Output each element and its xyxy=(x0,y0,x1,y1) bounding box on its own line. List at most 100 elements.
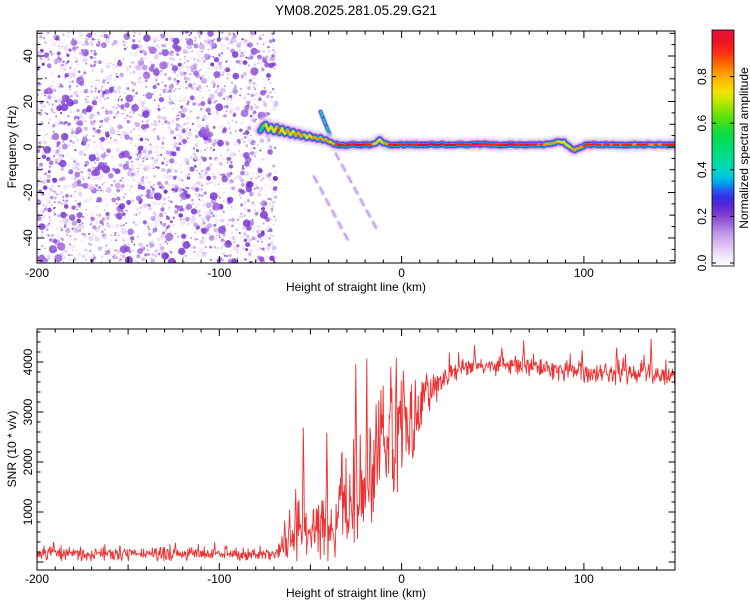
noise-dot xyxy=(49,165,52,168)
noise-dot xyxy=(242,60,248,65)
noise-dot xyxy=(68,258,71,260)
noise-dot xyxy=(218,236,221,239)
noise-dot xyxy=(124,102,130,108)
noise-dot xyxy=(205,182,209,186)
noise-dot xyxy=(234,40,237,43)
noise-dot xyxy=(199,90,201,93)
noise-dot xyxy=(71,140,76,145)
noise-dot xyxy=(48,222,51,225)
noise-dot xyxy=(258,188,263,192)
noise-dot xyxy=(227,147,230,150)
noise-dot xyxy=(169,57,173,60)
noise-blob xyxy=(54,254,63,263)
noise-dot xyxy=(48,218,52,222)
noise-dot xyxy=(88,56,91,59)
noise-dot xyxy=(208,157,210,159)
noise-dot xyxy=(200,188,203,191)
noise-dot xyxy=(252,185,256,189)
noise-dot xyxy=(202,49,205,52)
noise-dot xyxy=(159,243,162,246)
noise-dot xyxy=(141,194,144,197)
noise-dot xyxy=(265,184,267,187)
noise-dot xyxy=(251,236,256,241)
noise-dot xyxy=(133,260,137,263)
noise-dot xyxy=(249,114,253,118)
noise-dot xyxy=(159,186,162,189)
noise-dot xyxy=(120,224,123,227)
noise-dot xyxy=(72,38,74,40)
noise-dot xyxy=(261,187,263,190)
noise-dot xyxy=(145,42,148,45)
noise-dot xyxy=(232,113,237,117)
noise-dot xyxy=(49,43,51,46)
noise-dot xyxy=(141,246,145,249)
noise-dot xyxy=(50,171,54,174)
noise-dot xyxy=(273,165,275,168)
noise-dot xyxy=(46,179,51,183)
noise-dot xyxy=(50,233,55,238)
noise-dot xyxy=(98,228,100,231)
noise-dot xyxy=(37,84,40,90)
noise-dot xyxy=(144,186,147,190)
noise-dot xyxy=(122,239,125,242)
noise-dot xyxy=(84,98,87,100)
noise-dot xyxy=(161,44,165,48)
noise-dot xyxy=(100,94,104,98)
noise-dot xyxy=(84,111,86,114)
noise-dot xyxy=(83,218,86,221)
noise-dot xyxy=(195,194,200,198)
noise-dot xyxy=(60,228,64,232)
noise-dot xyxy=(118,163,123,168)
noise-dot xyxy=(253,227,256,229)
noise-dot xyxy=(187,65,189,68)
x-tick-label: -100 xyxy=(207,572,231,586)
noise-dot xyxy=(141,109,144,112)
noise-dot xyxy=(145,176,149,180)
noise-dot xyxy=(124,230,127,232)
noise-blob xyxy=(141,110,150,119)
noise-dot xyxy=(131,241,134,244)
noise-dot xyxy=(226,96,228,98)
noise-dot xyxy=(254,76,256,79)
noise-dot xyxy=(213,218,220,225)
noise-dot xyxy=(87,144,90,147)
noise-dot xyxy=(211,39,215,43)
noise-dot xyxy=(71,244,76,249)
noise-dot xyxy=(267,45,270,49)
noise-dot xyxy=(211,142,217,147)
noise-dot xyxy=(54,151,59,156)
noise-dot xyxy=(216,37,221,42)
noise-dot xyxy=(173,49,176,52)
noise-dot xyxy=(129,112,131,114)
noise-dot xyxy=(153,75,158,80)
noise-dot xyxy=(271,239,274,242)
noise-dot xyxy=(263,82,267,86)
noise-blob xyxy=(161,49,169,57)
noise-dot xyxy=(65,62,68,65)
noise-dot xyxy=(250,93,254,98)
noise-dot xyxy=(240,196,243,199)
noise-dot xyxy=(238,232,241,235)
noise-dot xyxy=(74,38,77,40)
noise-dot xyxy=(157,67,160,69)
noise-dot xyxy=(84,99,90,104)
noise-blob xyxy=(145,193,151,199)
noise-dot xyxy=(49,119,51,121)
noise-dot xyxy=(247,140,250,143)
noise-dot xyxy=(193,183,197,187)
noise-dot xyxy=(247,87,250,91)
noise-blob xyxy=(183,190,188,195)
noise-dot xyxy=(220,125,223,127)
noise-dot xyxy=(199,69,201,72)
noise-dot xyxy=(37,149,41,154)
noise-dot xyxy=(198,214,202,217)
noise-dot xyxy=(161,184,163,186)
y-axis-title: Frequency (Hz) xyxy=(5,106,19,189)
noise-dot xyxy=(97,79,100,82)
noise-dot xyxy=(59,201,64,206)
noise-dot xyxy=(108,122,111,125)
noise-dot xyxy=(142,102,145,104)
noise-dot xyxy=(171,83,174,87)
noise-dot xyxy=(239,49,241,51)
